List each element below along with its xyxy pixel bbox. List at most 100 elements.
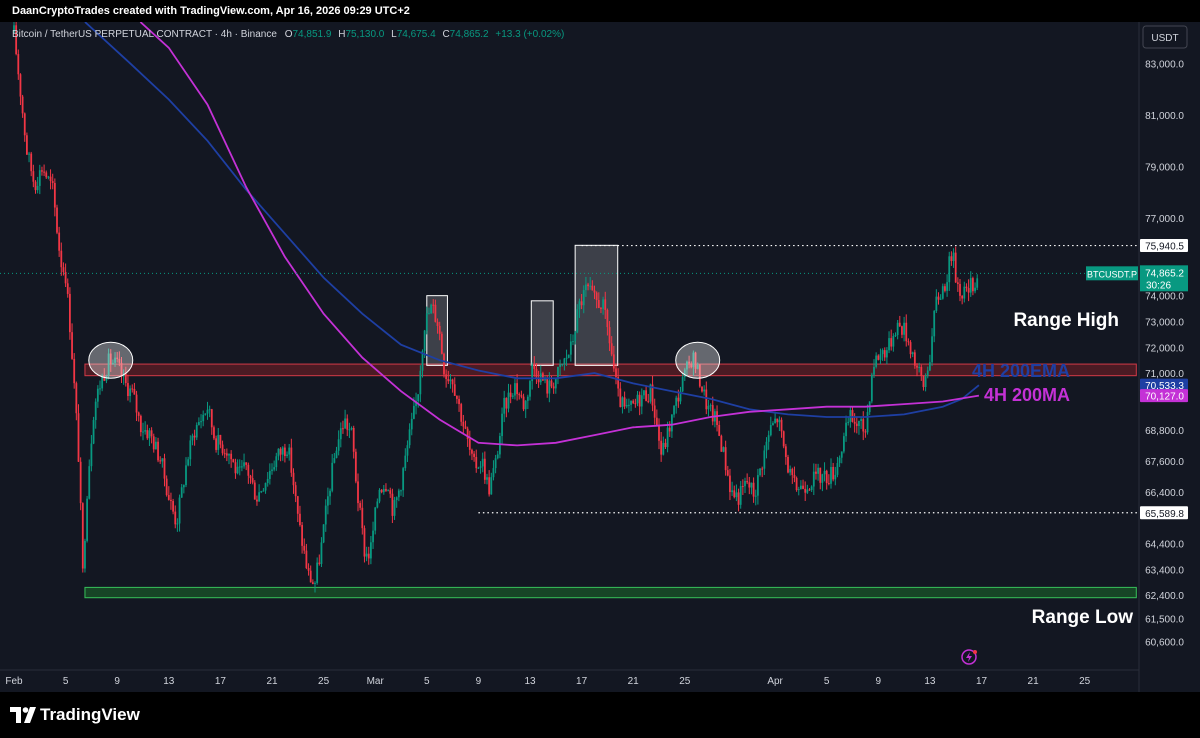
candle-body bbox=[537, 378, 540, 383]
candle-body bbox=[808, 489, 811, 491]
candle-body bbox=[309, 570, 312, 583]
candle-countdown: 30:26 bbox=[1146, 280, 1171, 291]
candle-body bbox=[391, 493, 394, 516]
candle-body bbox=[582, 290, 585, 306]
candle-body bbox=[602, 299, 604, 309]
candle-body bbox=[542, 373, 544, 381]
candle-body bbox=[41, 170, 43, 172]
candle-body bbox=[363, 528, 366, 557]
candle-body bbox=[264, 482, 267, 491]
alert-lightning-icon[interactable] bbox=[961, 649, 977, 665]
candle-body bbox=[406, 445, 409, 456]
candle-body bbox=[271, 469, 273, 471]
candle-body bbox=[247, 464, 250, 476]
candle-body bbox=[423, 330, 426, 351]
candle-body bbox=[767, 435, 770, 442]
candle-body bbox=[628, 404, 630, 406]
candle-body bbox=[279, 448, 282, 455]
candle-body bbox=[150, 430, 153, 437]
candle-body bbox=[600, 307, 602, 309]
candle-body bbox=[716, 411, 718, 425]
y-axis-tick: 60,600.0 bbox=[1145, 638, 1184, 649]
candle-body bbox=[658, 425, 660, 441]
candle-body bbox=[393, 500, 396, 516]
currency-label: USDT bbox=[1151, 33, 1178, 44]
x-axis-tick: 25 bbox=[1079, 676, 1091, 687]
candle-body bbox=[926, 370, 929, 377]
candle-body bbox=[172, 500, 174, 512]
candle-body bbox=[217, 434, 220, 450]
candle-body bbox=[791, 468, 794, 475]
candle-body bbox=[94, 401, 97, 421]
candle-body bbox=[374, 507, 377, 531]
annotation-label: 4H 200EMA bbox=[972, 361, 1070, 381]
candle-body bbox=[210, 409, 213, 428]
candle-body bbox=[718, 424, 721, 436]
y-axis-tick: 73,000.0 bbox=[1145, 317, 1184, 328]
candle-body bbox=[124, 373, 127, 384]
candle-body bbox=[47, 176, 50, 178]
candle-body bbox=[580, 301, 583, 306]
highlight-ellipse bbox=[675, 341, 721, 379]
candle-body bbox=[615, 368, 617, 378]
candle-body bbox=[277, 448, 280, 457]
candle-body bbox=[690, 363, 693, 368]
candle-body bbox=[688, 361, 690, 364]
candle-body bbox=[591, 285, 594, 291]
candle-body bbox=[834, 474, 837, 480]
candle-body bbox=[15, 25, 18, 55]
candle-body bbox=[843, 436, 845, 452]
currency-button[interactable]: USDT bbox=[1142, 25, 1188, 49]
candle-body bbox=[514, 383, 516, 396]
candle-body bbox=[378, 489, 381, 502]
candle-body bbox=[144, 430, 147, 432]
candle-body bbox=[726, 470, 729, 476]
candle-body bbox=[563, 358, 566, 365]
candle-body bbox=[703, 389, 706, 392]
candle-body bbox=[559, 364, 561, 367]
candle-body bbox=[436, 321, 439, 326]
candle-body bbox=[873, 366, 875, 375]
candle-body bbox=[836, 463, 839, 475]
candle-body bbox=[662, 442, 665, 455]
candle-body bbox=[892, 336, 895, 347]
candle-body bbox=[858, 420, 860, 427]
candle-body bbox=[318, 562, 321, 564]
price-chart[interactable]: Range High Range Low 4H 200EMA 4H 200MA 83,… bbox=[0, 16, 1200, 692]
candle-body bbox=[737, 492, 740, 505]
tradingview-logo[interactable]: TradingView bbox=[10, 705, 140, 725]
candle-body bbox=[810, 486, 813, 490]
candle-body bbox=[526, 396, 529, 401]
candle-body bbox=[959, 284, 961, 296]
candle-body bbox=[681, 377, 684, 392]
candle-body bbox=[754, 495, 757, 497]
candle-body bbox=[911, 352, 914, 355]
candle-body bbox=[645, 390, 647, 401]
candle-body bbox=[784, 446, 787, 457]
support-zone bbox=[84, 586, 1137, 599]
candle-body bbox=[189, 440, 192, 460]
candle-body bbox=[445, 374, 448, 380]
candle-body bbox=[671, 414, 673, 432]
candle-body bbox=[587, 284, 589, 287]
candle-body bbox=[88, 466, 91, 499]
y-axis-tick: 61,500.0 bbox=[1145, 614, 1184, 625]
x-axis-tick: Apr bbox=[767, 676, 783, 687]
candle-body bbox=[838, 457, 841, 464]
candle-body bbox=[950, 256, 953, 262]
candle-body bbox=[924, 376, 927, 388]
candle-body bbox=[281, 447, 284, 455]
chart-area[interactable]: Range High Range Low 4H 200EMA 4H 200MA 83,… bbox=[0, 16, 1200, 692]
candle-body bbox=[731, 490, 733, 493]
candle-body bbox=[475, 456, 478, 469]
candle-body bbox=[944, 286, 946, 291]
candle-body bbox=[382, 488, 385, 493]
candle-body bbox=[686, 361, 688, 370]
candle-body bbox=[636, 394, 639, 404]
candle-body bbox=[26, 135, 28, 155]
candle-body bbox=[204, 413, 207, 415]
candle-body bbox=[866, 412, 869, 433]
candle-body bbox=[499, 436, 501, 455]
symbol-info-legend[interactable]: Bitcoin / TetherUS PERPETUAL CONTRACT · … bbox=[12, 29, 564, 40]
